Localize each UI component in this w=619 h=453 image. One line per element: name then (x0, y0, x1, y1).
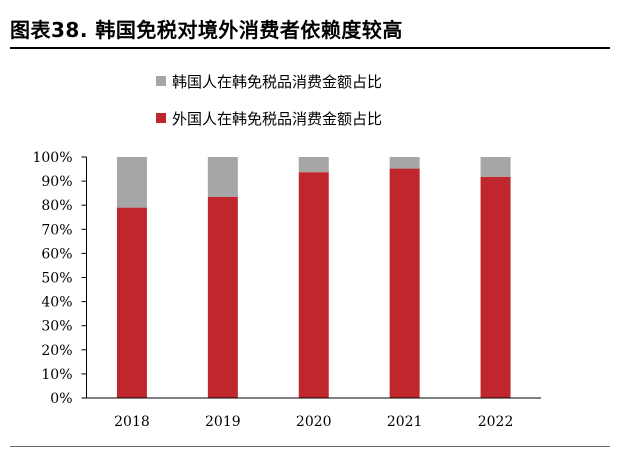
bar-segment-2018-domestic (116, 157, 147, 208)
title-rule (10, 47, 610, 49)
bar-segment-2021-foreign (389, 168, 420, 398)
bar-segment-2019-foreign (207, 196, 238, 398)
y-tick-label: 40% (41, 295, 72, 311)
bars (116, 157, 511, 398)
bar-segment-2022-domestic (480, 157, 511, 177)
y-axis: 0% 10% 20% 30% 40% 50% 60% 70% 80% 90% 100% (32, 150, 87, 407)
y-tick-label: 60% (41, 246, 72, 262)
footer-rule (10, 446, 610, 447)
legend-label-domestic: 韩国人在韩免税品消费金额占比 (172, 72, 383, 91)
y-tick-label: 100% (32, 150, 72, 166)
legend-swatch-foreign (156, 113, 166, 123)
legend-swatch-domestic (156, 76, 166, 86)
y-tick-label: 80% (41, 198, 72, 214)
bar-segment-2022-foreign (480, 176, 511, 398)
bar-segment-2020-foreign (298, 172, 329, 398)
x-tick-label: 2020 (296, 414, 332, 430)
bar-segment-2021-domestic (389, 157, 420, 169)
y-tick-label: 50% (41, 271, 72, 287)
bar-segment-2019-domestic (207, 157, 238, 197)
x-tick-label: 2018 (114, 414, 150, 430)
y-tick-label: 20% (41, 343, 72, 359)
y-tick-label: 30% (41, 319, 72, 335)
x-tick-label: 2019 (205, 414, 241, 430)
y-tick-label: 10% (41, 367, 72, 383)
legend-label-foreign: 外国人在韩免税品消费金额占比 (172, 109, 383, 128)
chart-legend: 韩国人在韩免税品消费金额占比 外国人在韩免税品消费金额占比 (156, 70, 382, 144)
bar-segment-2018-foreign (116, 207, 147, 398)
y-tick-label: 70% (41, 222, 72, 238)
x-axis: 2018 2019 2020 2021 2022 (86, 397, 541, 430)
x-tick-label: 2022 (478, 414, 514, 430)
legend-item-foreign: 外国人在韩免税品消费金额占比 (156, 107, 382, 129)
figure-title: 图表38. 韩国免税对境外消费者依赖度较高 (10, 18, 403, 42)
y-tick-label: 90% (41, 174, 72, 190)
y-tick-label: 0% (50, 391, 72, 407)
bar-segment-2020-domestic (298, 157, 329, 173)
legend-item-domestic: 韩国人在韩免税品消费金额占比 (156, 70, 382, 92)
x-tick-label: 2021 (387, 414, 423, 430)
